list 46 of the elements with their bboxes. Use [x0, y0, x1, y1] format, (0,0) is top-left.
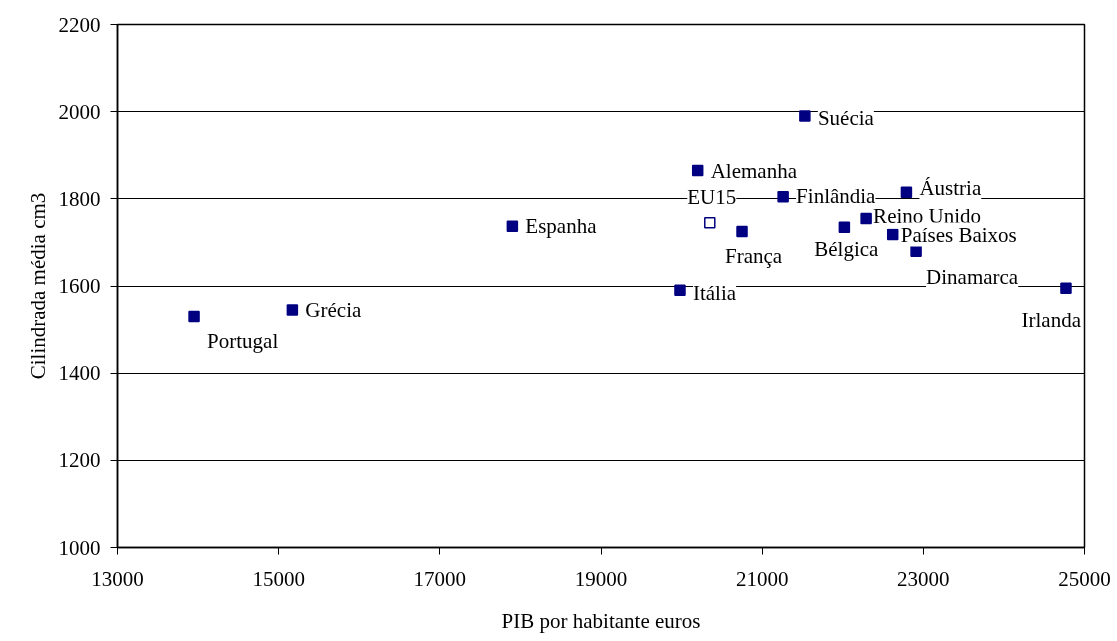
y-tick-label: 1400 [58, 361, 101, 386]
point [799, 110, 811, 122]
annotation: Irlanda [1021, 308, 1082, 333]
x-axis-title: PIB por habitante euros [501, 608, 701, 633]
point [1060, 282, 1072, 294]
point [286, 304, 299, 316]
point [886, 228, 899, 241]
annotation: Grécia [305, 297, 362, 322]
point [860, 212, 872, 225]
annotation: Alemanha [710, 158, 798, 183]
point [900, 186, 913, 199]
annotation: Suécia [817, 106, 875, 131]
x-tick-label: 25000 [1058, 566, 1111, 591]
annotation: Itália [692, 281, 737, 306]
annotation: Dinamarca [926, 265, 1019, 290]
annotation: Espanha [525, 214, 598, 239]
x-tick-label: 23000 [897, 566, 950, 591]
x-tick-label: 17000 [413, 566, 467, 591]
annotation: Portugal [207, 328, 279, 353]
y-tick-label: 2200 [58, 12, 101, 37]
annotation: França [725, 243, 783, 268]
point [188, 310, 200, 323]
y-tick-label: 1200 [58, 448, 101, 473]
point [674, 284, 686, 297]
x-tick-label: 19000 [574, 566, 628, 591]
annotation: Países Baixos [900, 222, 1017, 247]
x-tick-label: 15000 [252, 566, 305, 591]
point [736, 225, 748, 238]
y-tick-label: 1800 [58, 186, 101, 211]
annotation: Áustria [919, 176, 982, 201]
y-axis-title: Cilindrada média cm3 [25, 192, 50, 380]
y-tick-label: 2000 [58, 99, 101, 124]
point [838, 221, 851, 233]
point [910, 245, 922, 257]
y-tick-label: 1000 [58, 535, 101, 560]
annotation: Reino Unido [873, 204, 982, 229]
point [506, 220, 519, 233]
annotation: EU15 [687, 184, 737, 209]
point [777, 190, 789, 203]
x-tick-label: 21000 [735, 566, 789, 591]
point [691, 164, 704, 177]
y-tick-label: 1600 [58, 274, 101, 298]
annotation: Bélgica [814, 237, 880, 262]
point [704, 217, 716, 229]
annotation: Finlândia [796, 183, 877, 208]
x-tick-label: 13000 [91, 566, 144, 591]
